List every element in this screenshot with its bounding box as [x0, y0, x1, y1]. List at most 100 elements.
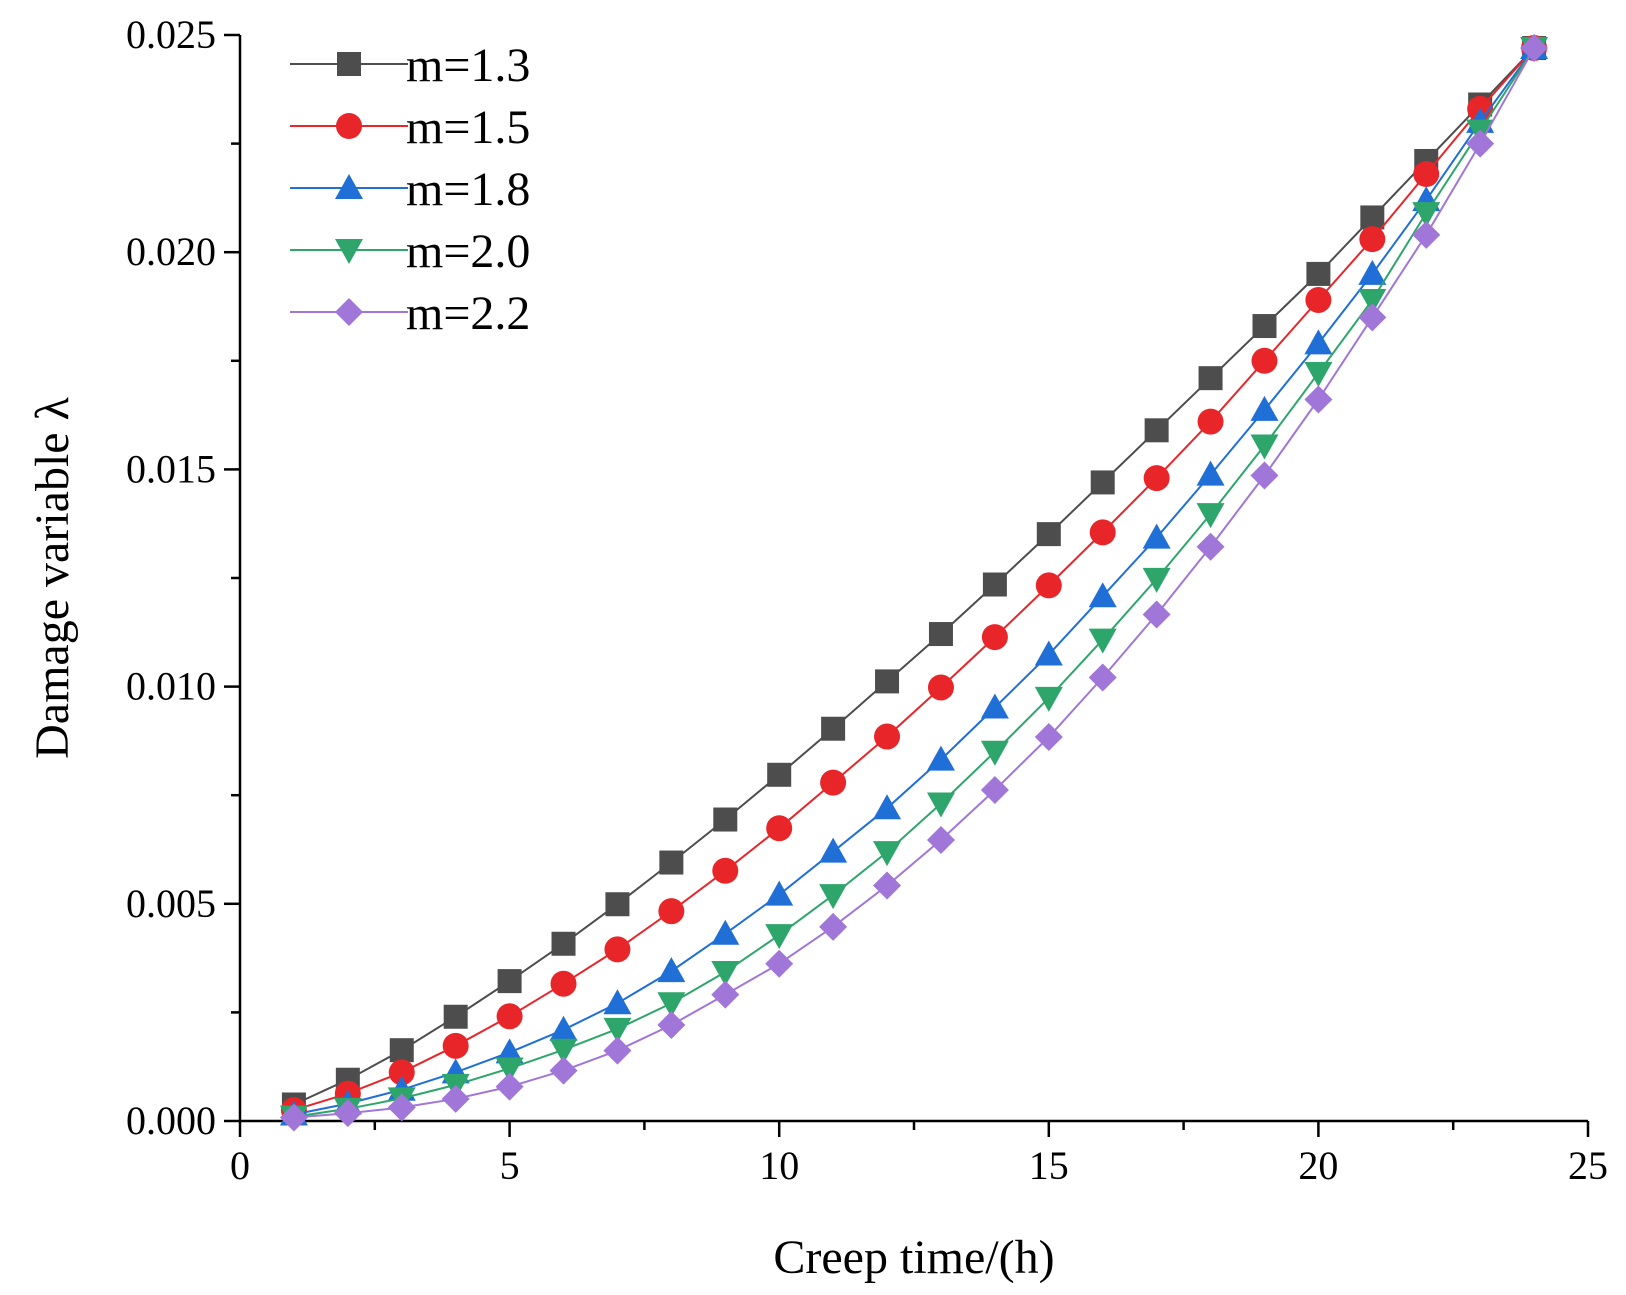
data-point — [659, 850, 684, 875]
x-tick-label: 5 — [500, 1143, 520, 1188]
data-point — [926, 792, 955, 818]
data-point — [926, 825, 955, 854]
y-tick-label: 0.000 — [126, 1098, 216, 1143]
data-point — [551, 931, 576, 956]
x-tick-label: 15 — [1029, 1143, 1069, 1188]
data-point — [873, 841, 902, 867]
data-point — [387, 1093, 416, 1122]
data-point — [873, 794, 902, 820]
data-point — [442, 1032, 469, 1059]
data-point — [1412, 202, 1441, 228]
data-point — [1304, 385, 1333, 414]
data-point — [443, 1004, 468, 1029]
data-point — [1413, 161, 1440, 188]
data-point — [1306, 261, 1331, 286]
data-point — [657, 992, 686, 1018]
data-point — [928, 622, 953, 647]
legend-marker — [335, 174, 363, 199]
legend-marker — [336, 113, 362, 139]
data-point — [1359, 226, 1386, 253]
data-point — [980, 693, 1009, 719]
data-point — [926, 745, 955, 771]
y-tick-label: 0.015 — [126, 446, 216, 491]
x-tick-label: 25 — [1568, 1143, 1608, 1188]
data-point — [1034, 722, 1063, 751]
data-point — [1142, 600, 1171, 629]
data-point — [1198, 366, 1223, 391]
legend-label: m=1.8 — [406, 163, 530, 216]
data-point — [1088, 628, 1117, 654]
y-tick-label: 0.005 — [126, 881, 216, 926]
data-point — [496, 1003, 523, 1030]
x-axis-title: Creep time/(h) — [773, 1231, 1054, 1284]
tick-labels: 0 5 10 15 20 25 0.000 0.005 0.010 0.015 0.020 0.025 — [126, 12, 1608, 1188]
data-point — [550, 970, 577, 997]
data-point — [1360, 205, 1385, 230]
data-point — [1196, 532, 1225, 561]
data-point — [549, 1056, 578, 1085]
data-point — [713, 807, 738, 832]
data-point — [1412, 220, 1441, 249]
data-point — [603, 989, 632, 1015]
x-tick-label: 20 — [1298, 1143, 1338, 1188]
data-point — [1304, 361, 1333, 387]
data-point — [495, 1072, 524, 1101]
data-point — [1197, 408, 1224, 435]
data-point — [766, 815, 793, 842]
data-point — [927, 674, 954, 701]
data-point — [765, 949, 794, 978]
series-layer — [279, 34, 1549, 1132]
data-point — [279, 1103, 308, 1132]
legend-item: m=1.8 — [290, 163, 530, 216]
data-point — [981, 624, 1008, 651]
data-point — [495, 1057, 524, 1083]
series-m=1.8 — [279, 34, 1549, 1126]
data-point — [712, 857, 739, 884]
data-point — [821, 716, 846, 741]
data-point — [1305, 286, 1332, 313]
data-point — [658, 898, 685, 925]
data-point — [1304, 329, 1333, 355]
data-point — [1358, 259, 1387, 285]
data-point — [1196, 460, 1225, 486]
data-point — [657, 1010, 686, 1039]
data-point — [1250, 461, 1279, 490]
series-line — [293, 47, 1535, 1118]
data-point — [388, 1059, 415, 1086]
x-tick-label: 0 — [230, 1143, 250, 1188]
legend-label: m=1.3 — [406, 39, 530, 92]
data-point — [1358, 288, 1387, 314]
data-point — [980, 775, 1009, 804]
data-point — [441, 1084, 470, 1113]
y-axis-title: Damage variable λ — [26, 396, 79, 758]
data-point — [767, 762, 792, 787]
data-point — [711, 919, 740, 945]
y-tick-label: 0.010 — [126, 664, 216, 709]
data-point — [820, 769, 847, 796]
legend-label: m=1.5 — [406, 101, 530, 154]
legend-item: m=2.2 — [290, 287, 530, 340]
data-point — [1034, 640, 1063, 666]
data-point — [1520, 34, 1549, 63]
data-point — [1035, 572, 1062, 599]
data-point — [711, 980, 740, 1009]
data-point — [497, 969, 522, 994]
data-point — [1142, 523, 1171, 549]
data-point — [495, 1038, 524, 1064]
data-point — [819, 837, 848, 863]
data-point — [874, 723, 901, 750]
y-tick-label: 0.025 — [126, 12, 216, 57]
x-tick-label: 10 — [759, 1143, 799, 1188]
data-point — [603, 1017, 632, 1043]
data-point — [1142, 567, 1171, 593]
plot-area: 0 5 10 15 20 25 0.000 0.005 0.010 0.015 0.020 0.025 — [126, 12, 1608, 1188]
data-point — [1143, 465, 1170, 492]
data-point — [333, 1099, 362, 1128]
data-point — [1250, 434, 1279, 460]
data-point — [389, 1038, 414, 1063]
series-m=2.2 — [279, 34, 1549, 1132]
data-point — [982, 572, 1007, 597]
data-point — [1358, 303, 1387, 332]
legend-item: m=1.3 — [290, 39, 530, 92]
